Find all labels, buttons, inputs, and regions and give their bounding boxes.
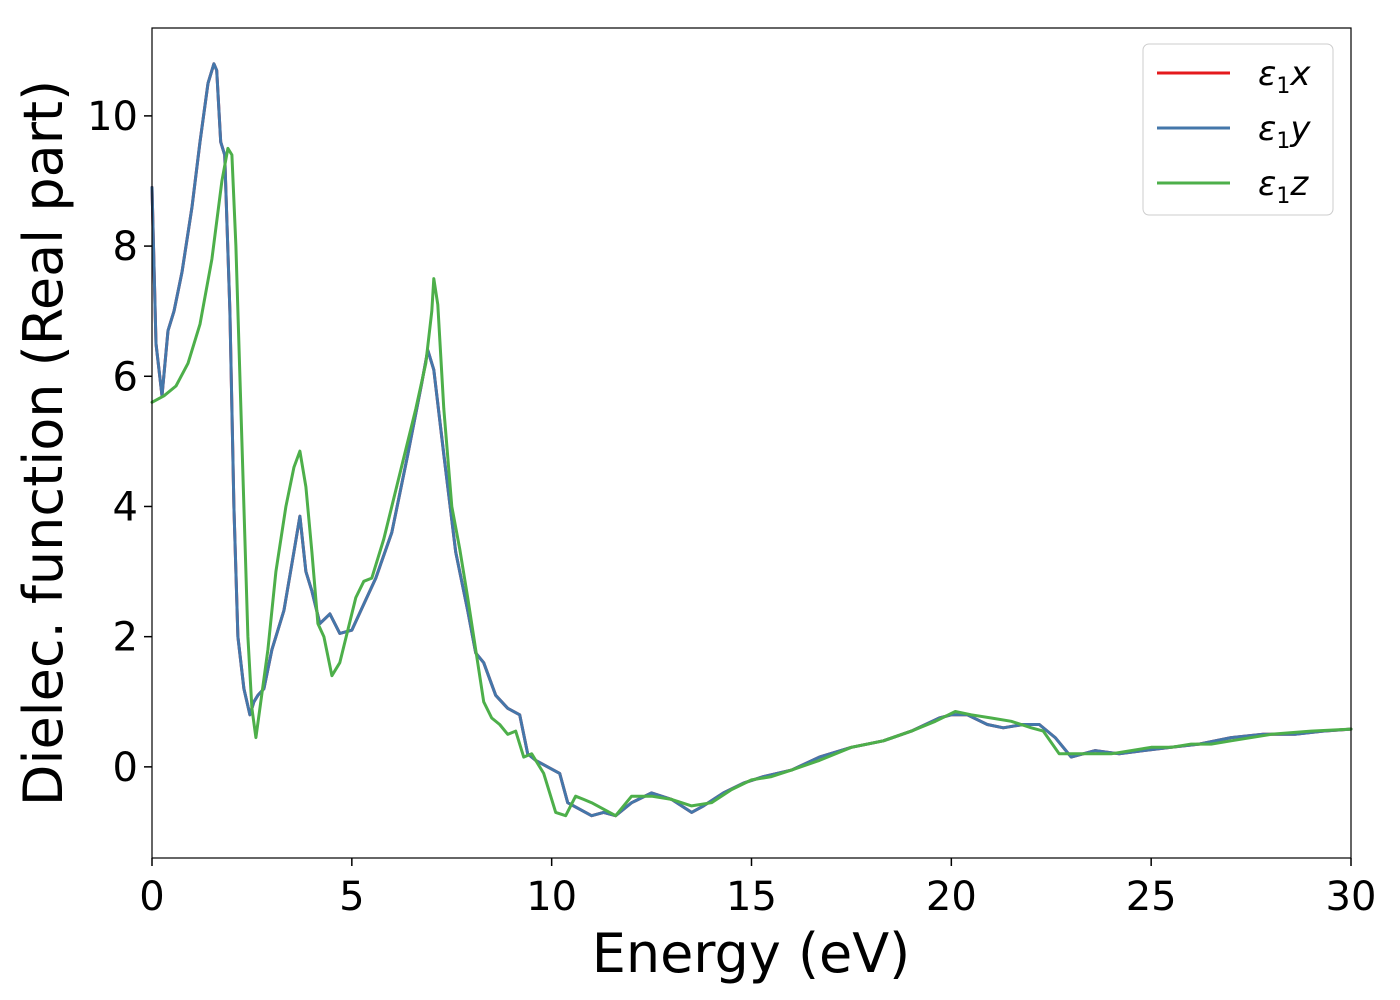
series-layer [150,62,1353,818]
x-tick-label: 15 [726,874,777,920]
legend-label-y: ε1y [1258,109,1311,154]
series-line-z [150,146,1353,818]
legend-label-x: ε1x [1258,54,1311,99]
y-axis-title: Dielec. function (Real part) [12,80,75,806]
legend-label-z: ε1z [1258,164,1309,209]
x-tick-label: 10 [526,874,577,920]
x-axis-title: Energy (eV) [592,922,911,985]
x-tick-label: 25 [1126,874,1177,920]
y-tick-label: 0 [113,745,138,791]
y-axis-ticks: 0 2 4 6 8 10 [87,94,152,791]
y-tick-label: 2 [113,615,138,661]
legend: ε1x ε1y ε1z [1142,43,1334,216]
x-tick-label: 30 [1326,874,1377,920]
x-tick-label: 5 [339,874,364,920]
x-tick-label: 20 [926,874,977,920]
y-tick-label: 10 [87,94,138,140]
series-line-y [150,62,1353,818]
x-axis-ticks: 0 5 10 15 20 25 30 [139,858,1376,920]
x-tick-label: 0 [139,874,164,920]
legend-box [1142,43,1334,216]
y-tick-label: 6 [113,354,138,400]
y-tick-label: 4 [113,484,138,530]
y-tick-label: 8 [113,224,138,270]
